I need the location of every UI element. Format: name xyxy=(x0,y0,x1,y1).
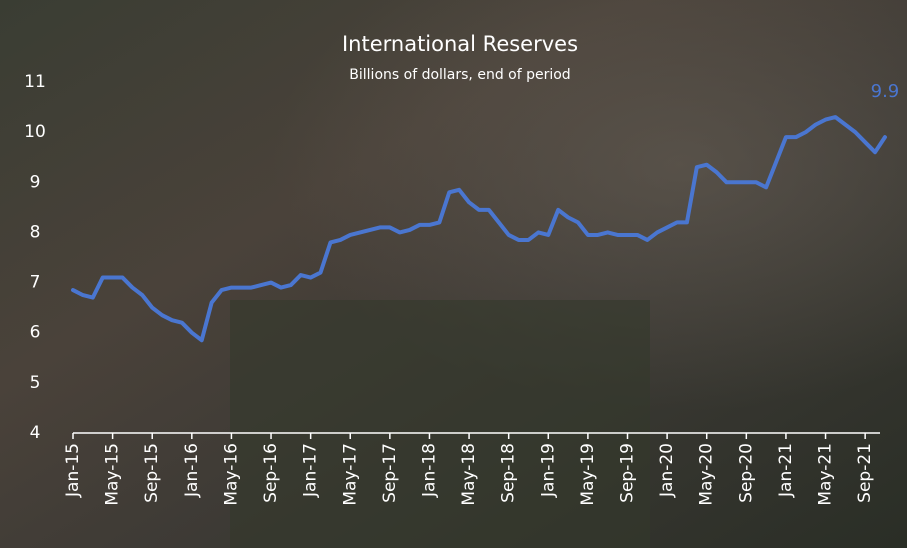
x-tick-label: May-17 xyxy=(340,443,360,506)
x-tick-label: May-15 xyxy=(103,443,123,506)
y-tick-label: 8 xyxy=(30,222,41,242)
y-tick-label: 5 xyxy=(30,373,41,393)
x-tick-label: Sep-17 xyxy=(380,443,400,503)
x-tick-label: Sep-19 xyxy=(618,443,638,503)
x-tick-label: Jan-19 xyxy=(538,443,558,498)
y-tick-label: 11 xyxy=(24,72,46,92)
x-tick-label: Sep-15 xyxy=(142,443,162,503)
chart: International Reserves Billions of dolla… xyxy=(0,0,907,548)
data-label: 9.9 xyxy=(871,81,900,102)
x-tick-label: Jan-18 xyxy=(419,443,439,498)
x-tick-label: May-16 xyxy=(221,443,241,506)
x-tick-label: Jan-21 xyxy=(776,443,796,498)
chart-title: International Reserves xyxy=(342,32,578,56)
x-tick-label: Sep-21 xyxy=(855,443,875,503)
y-tick-label: 10 xyxy=(24,122,46,142)
x-tick-label: May-18 xyxy=(459,443,479,506)
x-tick-label: Jan-16 xyxy=(182,443,202,498)
x-tick-label: Jan-15 xyxy=(63,443,83,498)
background-lawn xyxy=(230,300,650,548)
x-tick-label: Jan-20 xyxy=(657,443,677,498)
x-tick-label: May-19 xyxy=(578,443,598,506)
x-tick-label: Sep-20 xyxy=(736,443,756,503)
x-tick-label: May-21 xyxy=(816,443,836,506)
x-tick-label: Jan-17 xyxy=(301,443,321,498)
chart-subtitle: Billions of dollars, end of period xyxy=(349,67,570,83)
y-tick-label: 6 xyxy=(30,323,41,343)
y-tick-label: 7 xyxy=(30,273,41,293)
x-tick-label: Sep-16 xyxy=(261,443,281,503)
x-tick-label: Sep-18 xyxy=(499,443,519,503)
x-tick-label: May-20 xyxy=(697,443,717,506)
y-tick-label: 4 xyxy=(30,423,41,443)
y-tick-label: 9 xyxy=(30,172,41,192)
